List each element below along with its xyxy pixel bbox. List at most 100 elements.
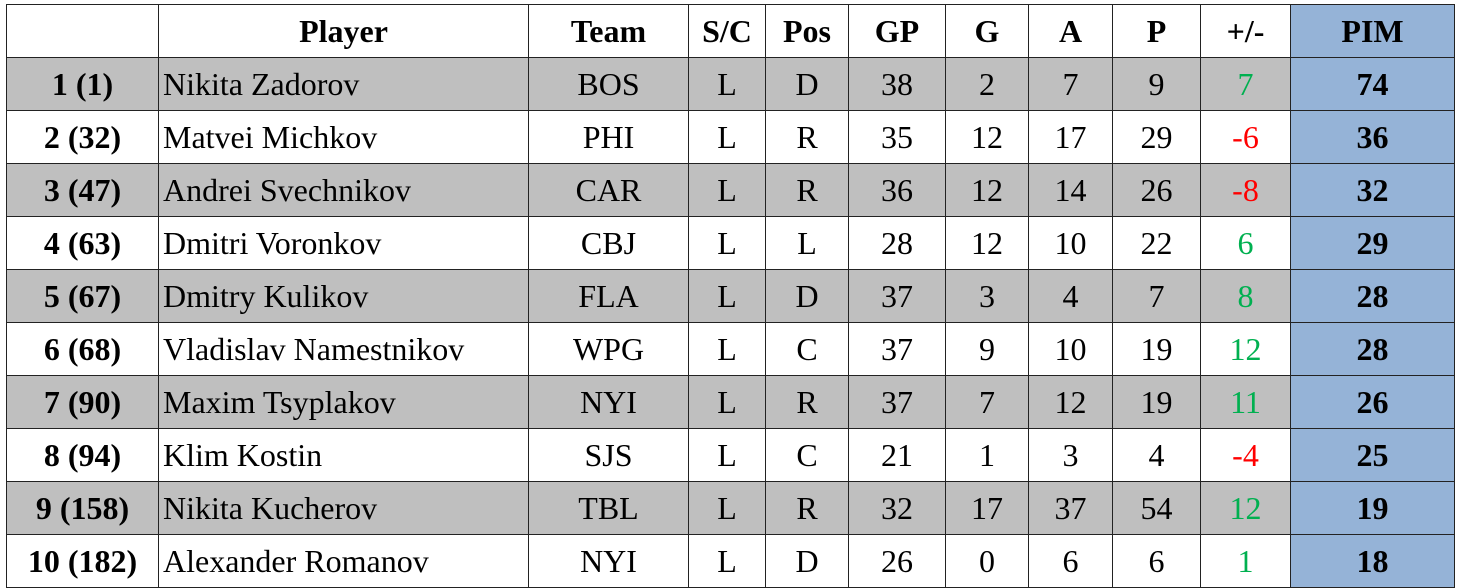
table-row: 4 (63) Dmitri Voronkov CBJ L L 28 12 10 22 6 29	[6, 216, 1455, 270]
table-cell: 28	[1290, 269, 1455, 323]
table-cell: SJS	[528, 428, 689, 482]
table-cell: D	[765, 534, 849, 588]
table-cell: 32	[848, 481, 946, 535]
table-cell: Klim Kostin	[158, 428, 529, 482]
table-cell: Maxim Tsyplakov	[158, 375, 529, 429]
table-cell: 36	[848, 163, 946, 217]
table-cell: 4	[1112, 428, 1201, 482]
table-cell: 9	[945, 322, 1029, 376]
table-cell: 8	[1200, 269, 1291, 323]
table-cell: 6 (68)	[6, 322, 159, 376]
table-row: 6 (68) Vladislav Namestnikov WPG L C 37 9 10 19 1…	[6, 322, 1455, 376]
header-cell: PIM	[1290, 4, 1455, 58]
table-cell: 19	[1290, 481, 1455, 535]
table-cell: L	[688, 163, 766, 217]
table-cell: 38	[848, 57, 946, 111]
table-row: 9 (158) Nikita Kucherov TBL L R 32 17 37 54 12 19	[6, 481, 1455, 535]
table-cell: C	[765, 428, 849, 482]
table-cell: R	[765, 481, 849, 535]
table-cell: 14	[1028, 163, 1113, 217]
table-cell: BOS	[528, 57, 689, 111]
table-cell: 21	[848, 428, 946, 482]
table-cell: 7 (90)	[6, 375, 159, 429]
table-cell: 3 (47)	[6, 163, 159, 217]
table-cell: Dmitri Voronkov	[158, 216, 529, 270]
table-cell: L	[688, 216, 766, 270]
table-cell: 1	[945, 428, 1029, 482]
table-cell: 26	[1112, 163, 1201, 217]
table-cell: L	[688, 534, 766, 588]
table-cell: L	[688, 428, 766, 482]
table-row: 7 (90) Maxim Tsyplakov NYI L R 37 7 12 19 11 26	[6, 375, 1455, 429]
table-cell: 12	[1200, 481, 1291, 535]
table-cell: TBL	[528, 481, 689, 535]
table-cell: 7	[1200, 57, 1291, 111]
table-cell: 3	[945, 269, 1029, 323]
table-cell: 18	[1290, 534, 1455, 588]
header-cell: +/-	[1200, 4, 1291, 58]
header-cell	[6, 4, 159, 58]
table-cell: 25	[1290, 428, 1455, 482]
table-cell: 7	[1028, 57, 1113, 111]
table-cell: 37	[848, 269, 946, 323]
header-cell: G	[945, 4, 1029, 58]
table-cell: L	[688, 481, 766, 535]
table-cell: 0	[945, 534, 1029, 588]
table-cell: 12	[945, 110, 1029, 164]
table-cell: 12	[945, 216, 1029, 270]
table-cell: 26	[848, 534, 946, 588]
table-cell: R	[765, 375, 849, 429]
table-cell: L	[688, 269, 766, 323]
table-cell: 17	[1028, 110, 1113, 164]
table-cell: 9 (158)	[6, 481, 159, 535]
table-cell: 54	[1112, 481, 1201, 535]
table-row: 2 (32) Matvei Michkov PHI L R 35 12 17 29 -6 36	[6, 110, 1455, 164]
table-cell: 12	[1028, 375, 1113, 429]
table-cell: L	[688, 110, 766, 164]
table-cell: 37	[848, 322, 946, 376]
table-cell: 17	[945, 481, 1029, 535]
table-cell: 12	[945, 163, 1029, 217]
table-cell: Alexander Romanov	[158, 534, 529, 588]
table-cell: 26	[1290, 375, 1455, 429]
table-cell: C	[765, 322, 849, 376]
table-row: 1 (1) Nikita Zadorov BOS L D 38 2 7 9 7 74	[6, 57, 1455, 111]
header-cell: A	[1028, 4, 1113, 58]
table-cell: 6	[1112, 534, 1201, 588]
table-cell: 10	[1028, 216, 1113, 270]
table-cell: 28	[1290, 322, 1455, 376]
table-cell: CBJ	[528, 216, 689, 270]
table-cell: L	[688, 322, 766, 376]
table-cell: 37	[1028, 481, 1113, 535]
table-cell: 2	[945, 57, 1029, 111]
table-cell: -8	[1200, 163, 1291, 217]
table-cell: L	[688, 375, 766, 429]
table-cell: 29	[1112, 110, 1201, 164]
table-cell: 19	[1112, 375, 1201, 429]
table-cell: 1	[1200, 534, 1291, 588]
header-cell: Pos	[765, 4, 849, 58]
header-cell: Team	[528, 4, 689, 58]
table-cell: 37	[848, 375, 946, 429]
table-cell: 10 (182)	[6, 534, 159, 588]
table-cell: D	[765, 269, 849, 323]
table-row: 10 (182) Alexander Romanov NYI L D 26 0 6 6 1 18	[6, 534, 1455, 588]
header-cell: Player	[158, 4, 529, 58]
header-cell: GP	[848, 4, 946, 58]
table-cell: CAR	[528, 163, 689, 217]
table-cell: Nikita Kucherov	[158, 481, 529, 535]
table-cell: 6	[1028, 534, 1113, 588]
table-cell: 4	[1028, 269, 1113, 323]
stats-table: Player Team S/C Pos GP G A P +/- PIM 1 (1) Nikita …	[6, 4, 1455, 588]
table-cell: FLA	[528, 269, 689, 323]
table-cell: 7	[1112, 269, 1201, 323]
table-cell: 12	[1200, 322, 1291, 376]
table-cell: L	[688, 57, 766, 111]
table-cell: 29	[1290, 216, 1455, 270]
table-cell: 28	[848, 216, 946, 270]
table-cell: PHI	[528, 110, 689, 164]
table-cell: 6	[1200, 216, 1291, 270]
table-cell: 36	[1290, 110, 1455, 164]
table-cell: 2 (32)	[6, 110, 159, 164]
